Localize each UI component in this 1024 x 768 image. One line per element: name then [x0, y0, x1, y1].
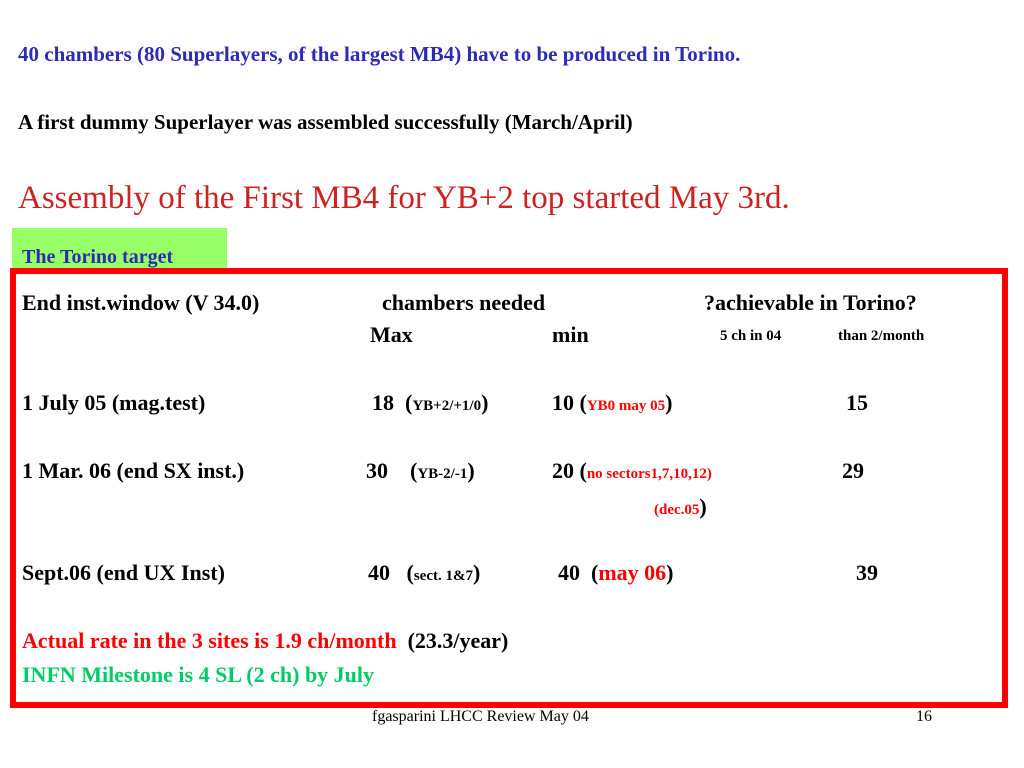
- rate-text: Actual rate in the 3 sites is 1.9 ch/mon…: [22, 628, 397, 653]
- row2-min: 20 (no sectors1,7,10,12): [552, 458, 712, 483]
- row3-achievable: 39: [856, 560, 878, 585]
- row3-min-note: may 06: [598, 560, 667, 585]
- milestone-line: INFN Milestone is 4 SL (2 ch) by July: [22, 662, 375, 687]
- row2-max-value: 30: [366, 458, 388, 483]
- intro-line-dummy: A first dummy Superlayer was assembled s…: [18, 110, 633, 134]
- intro-line-chambers: 40 chambers (80 Superlayers, of the larg…: [18, 42, 741, 66]
- row3-max-value: 40: [368, 560, 390, 585]
- footer-text: fgasparini LHCC Review May 04: [372, 708, 589, 725]
- target-label: The Torino target: [22, 246, 174, 268]
- row2-window: 1 Mar. 06 (end SX inst.): [22, 458, 245, 483]
- row1-max: 18 (YB+2/+1/0): [372, 390, 489, 415]
- row3-min: 40 (may 06): [558, 560, 674, 585]
- row2-min-note2: (dec.05): [654, 494, 707, 519]
- header-window: End inst.window (V 34.0): [22, 290, 260, 315]
- row1-min-note: YB0 may 05: [586, 398, 666, 414]
- row3-window: Sept.06 (end UX Inst): [22, 560, 225, 585]
- row2-min-note2-text: (dec.05: [654, 502, 700, 518]
- header-chambers-needed: chambers needed: [382, 290, 546, 315]
- row3-min-value: 40: [558, 560, 580, 585]
- header-min: min: [552, 322, 589, 347]
- row2-min-note: no sectors1,7,10,12): [586, 466, 712, 482]
- rate-year: (23.3/year): [407, 628, 509, 653]
- row1-max-value: 18: [372, 390, 394, 415]
- row2-achievable: 29: [842, 458, 864, 483]
- header-note-a: 5 ch in 04: [720, 328, 782, 344]
- row3-max-note: sect. 1&7: [413, 568, 473, 584]
- header-max: Max: [370, 322, 413, 347]
- row1-min: 10 (YB0 may 05): [552, 390, 673, 415]
- intro-line-assembly: Assembly of the First MB4 for YB+2 top s…: [18, 180, 790, 216]
- row1-achievable: 15: [846, 390, 868, 415]
- header-achievable: ?achievable in Torino?: [704, 290, 917, 315]
- row2-min-value: 20: [552, 458, 574, 483]
- row2-max: 30 (YB-2/-1): [366, 458, 475, 483]
- row2-max-note: YB-2/-1: [417, 466, 468, 482]
- header-note-b: than 2/month: [838, 328, 925, 344]
- row1-max-note: YB+2/+1/0: [412, 398, 482, 414]
- row1-min-value: 10: [552, 390, 574, 415]
- row1-window: 1 July 05 (mag.test): [22, 390, 206, 415]
- rate-line: Actual rate in the 3 sites is 1.9 ch/mon…: [22, 628, 508, 654]
- target-label-bg: [12, 228, 227, 270]
- target-box: [10, 268, 1008, 708]
- row3-max: 40 (sect. 1&7): [368, 560, 481, 585]
- page-number: 16: [916, 708, 932, 725]
